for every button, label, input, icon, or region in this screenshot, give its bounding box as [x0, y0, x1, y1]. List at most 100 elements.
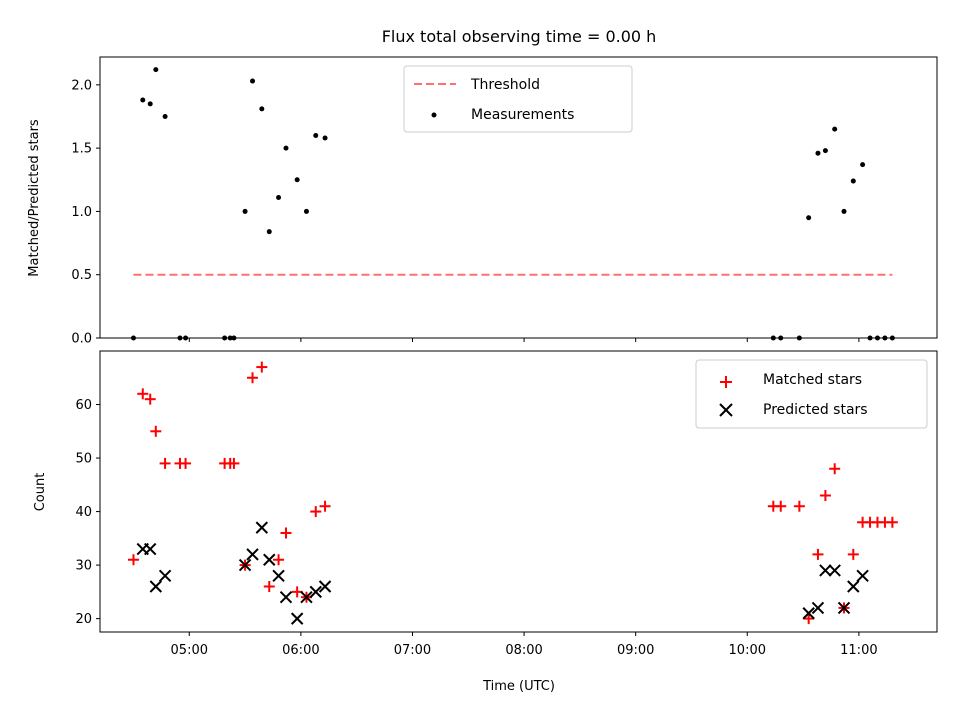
y-tick-label: 60: [75, 398, 92, 413]
x-axis-label: Time (UTC): [482, 679, 555, 694]
predicted-star-point: [290, 612, 304, 625]
predicted-star-point: [149, 580, 163, 593]
matched-star-point: [819, 490, 831, 502]
matched-legend-label: Matched stars: [763, 372, 862, 388]
matched-star-point: [127, 554, 139, 566]
matched-star-point: [886, 516, 898, 528]
matched-star-point: [263, 581, 275, 593]
predicted-star-point: [802, 607, 815, 620]
predicted-star-point: [158, 569, 172, 583]
predicted-legend-label: Predicted stars: [763, 402, 868, 418]
chart-title: Flux total observing time = 0.00 h: [382, 27, 657, 46]
matched-star-point: [159, 457, 171, 469]
measurement-point: [806, 215, 812, 221]
predicted-legend-swatch: [719, 403, 733, 417]
predicted-star-point: [856, 569, 869, 583]
y-tick-label: 1.5: [71, 142, 92, 157]
count-y-ticks: 20 30 40 50 60: [75, 398, 100, 627]
predicted-star-point: [300, 591, 313, 604]
matched-star-point: [280, 527, 292, 539]
predicted-star-point: [847, 580, 860, 593]
ratio-y-axis-label: Matched/Predicted stars: [27, 119, 42, 277]
x-tick-label: 08:00: [505, 643, 542, 658]
predicted-star-point: [246, 548, 259, 561]
matched-star-point: [803, 613, 815, 625]
matched-star-point: [319, 500, 331, 512]
x-tick-label: 07:00: [394, 643, 431, 658]
matched-star-point: [228, 457, 240, 469]
y-tick-label: 2.0: [71, 78, 92, 93]
matched-star-point: [793, 500, 805, 512]
measurement-point: [266, 229, 272, 235]
count-legend: Matched stars Predicted stars: [695, 359, 928, 429]
count-legend-box: [695, 359, 928, 429]
measurement-point: [322, 135, 328, 141]
y-tick-label: 0.0: [71, 332, 92, 347]
predicted-star-point: [238, 558, 252, 572]
measurement-point: [250, 78, 256, 84]
ratio-legend-box: [403, 65, 633, 133]
measurement-point: [140, 97, 146, 103]
count-panel: 20 30 40 50 60 05:00 06:00 07:00 08:00 09:00 10:0…: [33, 350, 938, 694]
predicted-star-point: [309, 585, 322, 599]
measurement-point: [276, 195, 282, 200]
x-tick-label: 05:00: [171, 643, 208, 658]
measurement-point: [242, 208, 248, 214]
matched-star-point: [273, 554, 285, 566]
matched-star-point: [247, 372, 259, 384]
matched-star-point: [150, 425, 162, 437]
matched-star-point: [144, 393, 156, 405]
predicted-star-point: [255, 521, 269, 534]
measurement-point: [259, 106, 265, 112]
matched-legend-swatch: [720, 376, 732, 388]
matched-star-point: [829, 463, 841, 475]
measurement-point: [850, 178, 856, 184]
y-tick-label: 1.0: [71, 205, 92, 220]
measurement-point: [815, 150, 821, 156]
predicted-star-point: [272, 569, 285, 583]
matched-star-point: [310, 506, 322, 518]
y-tick-label: 30: [75, 559, 92, 574]
measurement-point: [313, 132, 319, 138]
measurement-point: [294, 177, 300, 183]
y-tick-label: 0.5: [71, 268, 92, 283]
predicted-star-point: [811, 601, 825, 615]
x-tick-label: 09:00: [617, 643, 654, 658]
count-panel-marks: [127, 361, 898, 625]
measurement-point: [303, 208, 309, 214]
measurements-legend-label: Measurements: [471, 107, 574, 123]
measurement-point: [841, 208, 847, 214]
matched-star-point: [256, 361, 268, 373]
measurement-point: [153, 67, 159, 73]
measurement-point: [860, 162, 866, 168]
predicted-star-point: [318, 580, 332, 593]
predicted-star-point: [144, 542, 157, 556]
x-tick-label: 06:00: [282, 643, 319, 658]
count-y-axis-label: Count: [33, 473, 48, 512]
y-tick-label: 50: [75, 452, 92, 467]
x-tick-label: 10:00: [729, 643, 766, 658]
y-tick-label: 40: [75, 505, 92, 520]
predicted-star-point: [837, 601, 851, 615]
measurements-legend-swatch: [431, 112, 437, 118]
matched-star-point: [775, 500, 787, 512]
matched-star-point: [847, 548, 859, 560]
ratio-panel: 0.00.51.01.52.0 Matched/Predicted stars …: [27, 56, 938, 347]
ratio-y-ticks: 0.0 0.5 1.0 1.5 2.0: [71, 78, 100, 347]
predicted-star-point: [263, 553, 276, 566]
measurement-point: [832, 126, 838, 132]
ratio-panel-frame: [99, 56, 938, 339]
matched-star-point: [137, 388, 149, 400]
count-panel-frame: [99, 350, 938, 633]
count-x-ticks: 05:00 06:00 07:00 08:00 09:00 10:00 11:00: [171, 632, 878, 658]
measurement-point: [283, 145, 289, 151]
predicted-star-point: [819, 564, 832, 577]
measurement-point: [147, 101, 153, 107]
predicted-star-point: [279, 591, 293, 604]
matched-star-point: [180, 457, 192, 469]
x-tick-label: 11:00: [840, 643, 877, 658]
predicted-star-point: [828, 564, 841, 577]
matched-star-point: [812, 548, 824, 560]
threshold-legend-label: Threshold: [470, 77, 540, 93]
